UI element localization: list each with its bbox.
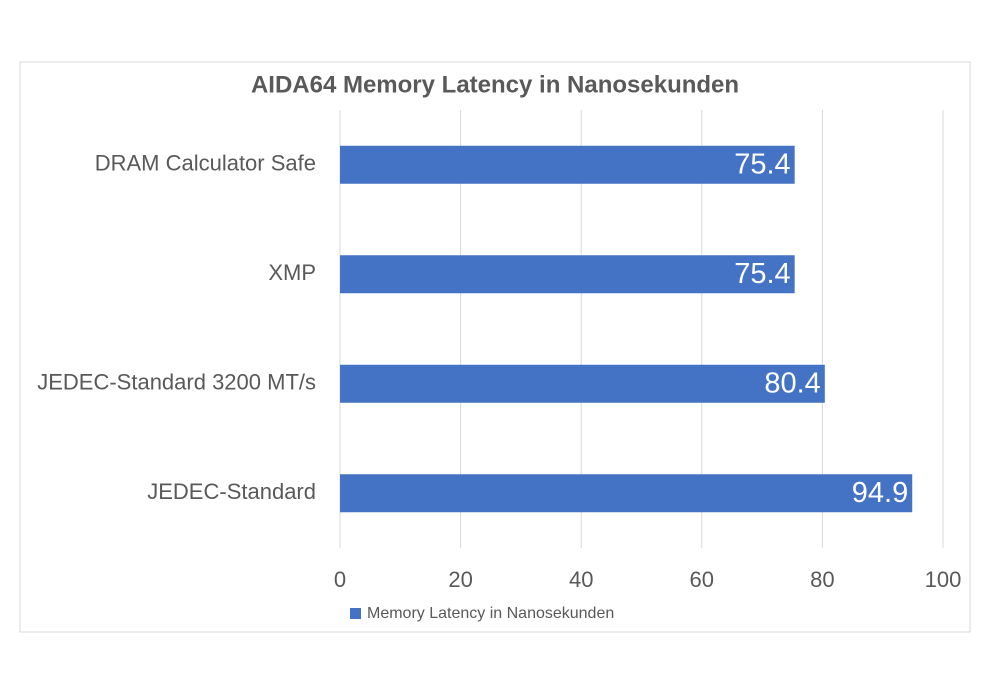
x-tick-label: 40	[569, 567, 593, 592]
y-tick-label: DRAM Calculator Safe	[95, 151, 316, 176]
y-tick-label: JEDEC-Standard	[147, 479, 316, 504]
bar	[340, 255, 795, 294]
data-label: 94.9	[852, 477, 908, 509]
data-label: 75.4	[734, 258, 790, 290]
data-label: 75.4	[734, 148, 790, 180]
y-tick-label: JEDEC-Standard 3200 MT/s	[37, 370, 316, 395]
bar	[340, 364, 825, 403]
x-tick-label: 60	[690, 567, 714, 592]
legend-label: Memory Latency in Nanosekunden	[367, 605, 614, 622]
x-tick-label: 80	[810, 567, 834, 592]
bar	[340, 145, 795, 184]
legend-swatch	[350, 608, 361, 619]
bar	[340, 474, 913, 513]
x-tick-label: 20	[448, 567, 472, 592]
data-label: 80.4	[764, 367, 820, 399]
chart-title: AIDA64 Memory Latency in Nanosekunden	[251, 71, 739, 98]
x-tick-label: 100	[925, 567, 962, 592]
x-tick-label: 0	[334, 567, 346, 592]
y-tick-label: XMP	[268, 260, 316, 285]
